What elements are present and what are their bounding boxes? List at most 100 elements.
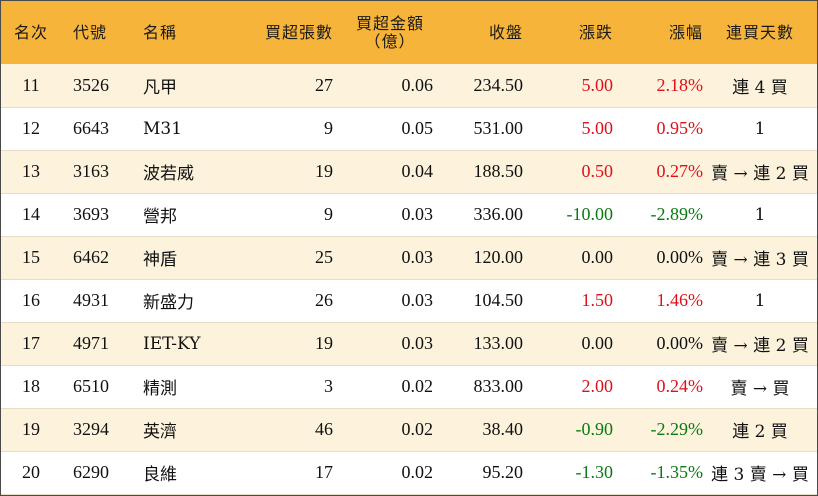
cell-change: 5.00 xyxy=(523,64,613,108)
cell-rank: 17 xyxy=(1,322,61,366)
cell-consecutive-days: 連 4 買 xyxy=(703,64,817,108)
cell-rank: 13 xyxy=(1,150,61,194)
table-row: 12 6643 M31 9 0.05 531.00 5.00 0.95% 1 xyxy=(1,107,817,151)
table-row: 20 6290 良維 17 0.02 95.20 -1.30 -1.35% 連 3 賣 → 買 xyxy=(1,451,817,495)
cell-net-buy-amount: 0.06 xyxy=(333,64,433,108)
cell-net-buy-lots: 9 xyxy=(263,193,333,237)
header-close: 收盤 xyxy=(433,1,523,64)
cell-consecutive-days: 連 3 賣 → 買 xyxy=(703,451,817,495)
cell-consecutive-days: 連 2 買 xyxy=(703,408,817,452)
cell-net-buy-lots: 17 xyxy=(263,451,333,495)
cell-consecutive-days: 賣 → 連 3 買 xyxy=(703,236,817,280)
table-row: 16 4931 新盛力 26 0.03 104.50 1.50 1.46% 1 xyxy=(1,279,817,323)
cell-change-pct: 0.00% xyxy=(613,322,703,366)
cell-net-buy-amount: 0.03 xyxy=(333,193,433,237)
cell-net-buy-amount: 0.02 xyxy=(333,408,433,452)
cell-net-buy-lots: 26 xyxy=(263,279,333,323)
cell-code: 6510 xyxy=(61,365,143,409)
cell-name: 波若威 xyxy=(143,150,263,194)
cell-name: 新盛力 xyxy=(143,279,263,323)
cell-consecutive-days: 1 xyxy=(703,279,817,323)
cell-change-pct: 1.46% xyxy=(613,279,703,323)
cell-change-pct: 0.00% xyxy=(613,236,703,280)
cell-rank: 12 xyxy=(1,107,61,151)
cell-close: 336.00 xyxy=(433,193,523,237)
cell-rank: 16 xyxy=(1,279,61,323)
cell-code: 3526 xyxy=(61,64,143,108)
cell-net-buy-lots: 46 xyxy=(263,408,333,452)
cell-consecutive-days: 賣 → 連 2 買 xyxy=(703,322,817,366)
cell-code: 6643 xyxy=(61,107,143,151)
cell-change: -10.00 xyxy=(523,193,613,237)
header-rank: 名次 xyxy=(1,1,61,64)
cell-net-buy-amount: 0.04 xyxy=(333,150,433,194)
header-name: 名稱 xyxy=(143,1,263,64)
cell-code: 4971 xyxy=(61,322,143,366)
cell-consecutive-days: 1 xyxy=(703,107,817,151)
cell-change-pct: -2.29% xyxy=(613,408,703,452)
cell-close: 104.50 xyxy=(433,279,523,323)
cell-rank: 14 xyxy=(1,193,61,237)
cell-name: 英濟 xyxy=(143,408,263,452)
cell-rank: 15 xyxy=(1,236,61,280)
cell-code: 6462 xyxy=(61,236,143,280)
cell-name: IET-KY xyxy=(143,322,263,366)
header-change-pct: 漲幅 xyxy=(613,1,703,64)
cell-code: 3294 xyxy=(61,408,143,452)
cell-rank: 19 xyxy=(1,408,61,452)
cell-rank: 18 xyxy=(1,365,61,409)
cell-close: 833.00 xyxy=(433,365,523,409)
cell-close: 531.00 xyxy=(433,107,523,151)
cell-close: 120.00 xyxy=(433,236,523,280)
table-row: 19 3294 英濟 46 0.02 38.40 -0.90 -2.29% 連 2 買 xyxy=(1,408,817,452)
cell-close: 38.40 xyxy=(433,408,523,452)
cell-name: M31 xyxy=(143,107,263,151)
table-header-row: 名次 代號 名稱 買超張數 買超金額 （億） 收盤 漲跌 漲幅 連買天數 xyxy=(1,1,817,64)
cell-change: 0.50 xyxy=(523,150,613,194)
cell-net-buy-amount: 0.05 xyxy=(333,107,433,151)
cell-net-buy-lots: 19 xyxy=(263,150,333,194)
header-net-buy-amount-line2: （億） xyxy=(364,31,416,51)
cell-change: -1.30 xyxy=(523,451,613,495)
cell-change: 1.50 xyxy=(523,279,613,323)
cell-consecutive-days: 1 xyxy=(703,193,817,237)
header-net-buy-amount-line1: 買超金額 xyxy=(355,13,424,33)
cell-rank: 11 xyxy=(1,64,61,108)
cell-change: 0.00 xyxy=(523,322,613,366)
cell-close: 95.20 xyxy=(433,451,523,495)
cell-net-buy-lots: 9 xyxy=(263,107,333,151)
header-consecutive-buy-days: 連買天數 xyxy=(703,1,817,64)
cell-net-buy-amount: 0.03 xyxy=(333,279,433,323)
cell-net-buy-amount: 0.02 xyxy=(333,365,433,409)
cell-code: 6290 xyxy=(61,451,143,495)
cell-change-pct: 0.27% xyxy=(613,150,703,194)
cell-change: 2.00 xyxy=(523,365,613,409)
header-change: 漲跌 xyxy=(523,1,613,64)
table-row: 11 3526 凡甲 27 0.06 234.50 5.00 2.18% 連 4 買 xyxy=(1,64,817,108)
cell-net-buy-amount: 0.02 xyxy=(333,451,433,495)
header-net-buy-amount: 買超金額 （億） xyxy=(333,1,433,64)
cell-code: 4931 xyxy=(61,279,143,323)
table-row: 13 3163 波若威 19 0.04 188.50 0.50 0.27% 賣 → 連 2 買 xyxy=(1,150,817,194)
cell-net-buy-amount: 0.03 xyxy=(333,322,433,366)
cell-net-buy-lots: 27 xyxy=(263,64,333,108)
table-row: 18 6510 精測 3 0.02 833.00 2.00 0.24% 賣 → 買 xyxy=(1,365,817,409)
cell-code: 3693 xyxy=(61,193,143,237)
cell-change-pct: -2.89% xyxy=(613,193,703,237)
cell-name: 良維 xyxy=(143,451,263,495)
cell-change: 5.00 xyxy=(523,107,613,151)
cell-close: 188.50 xyxy=(433,150,523,194)
cell-net-buy-amount: 0.03 xyxy=(333,236,433,280)
header-code: 代號 xyxy=(61,1,143,64)
cell-rank: 20 xyxy=(1,451,61,495)
cell-change-pct: 0.95% xyxy=(613,107,703,151)
cell-change-pct: 2.18% xyxy=(613,64,703,108)
cell-name: 凡甲 xyxy=(143,64,263,108)
cell-change: -0.90 xyxy=(523,408,613,452)
cell-change-pct: 0.24% xyxy=(613,365,703,409)
cell-net-buy-lots: 3 xyxy=(263,365,333,409)
table-row: 15 6462 神盾 25 0.03 120.00 0.00 0.00% 賣 → 連 3 買 xyxy=(1,236,817,280)
cell-code: 3163 xyxy=(61,150,143,194)
